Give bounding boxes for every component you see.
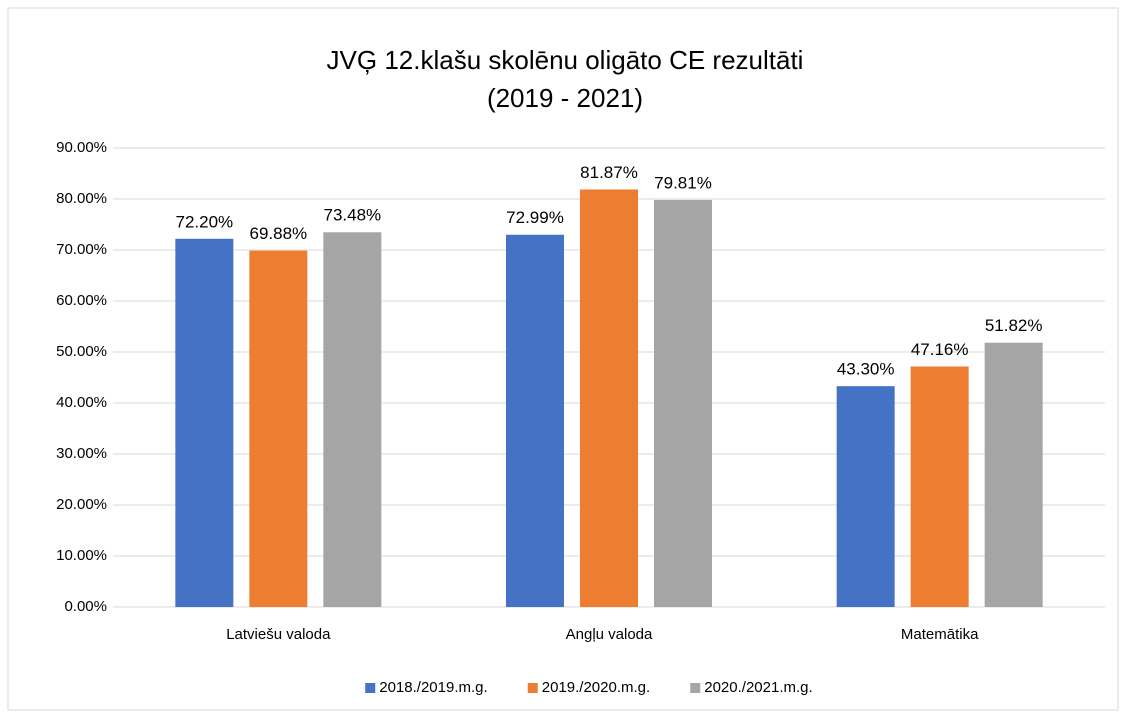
chart-title: JVĢ 12.klašu skolēnu oligāto CE rezultāt… (327, 45, 804, 75)
data-label: 81.87% (580, 163, 638, 182)
bar (506, 234, 564, 607)
bar (323, 232, 382, 607)
y-tick-label: 0.00% (64, 598, 107, 615)
legend-swatch (527, 683, 538, 693)
data-label: 43.30% (837, 360, 895, 379)
data-label: 72.20% (175, 212, 233, 231)
bar (580, 189, 638, 607)
bar (175, 238, 234, 607)
y-tick-label: 60.00% (56, 292, 107, 309)
bar (654, 199, 712, 607)
x-tick-label: Matemātika (901, 626, 979, 643)
data-label: 79.81% (654, 173, 712, 192)
y-tick-label: 20.00% (56, 496, 107, 513)
y-tick-label: 10.00% (56, 547, 107, 564)
data-label: 69.88% (249, 224, 307, 243)
legend-swatch (690, 683, 701, 693)
bar (910, 366, 969, 607)
legend-swatch (365, 683, 376, 693)
bar (836, 386, 895, 607)
y-tick-label: 50.00% (56, 343, 107, 360)
y-tick-label: 30.00% (56, 445, 107, 462)
bar (984, 342, 1043, 607)
x-tick-label: Angļu valoda (566, 626, 653, 643)
x-tick-label: Latviešu valoda (226, 626, 331, 643)
data-label: 47.16% (911, 340, 969, 359)
y-tick-label: 40.00% (56, 394, 107, 411)
data-label: 73.48% (323, 206, 381, 225)
data-label: 72.99% (506, 208, 564, 227)
y-tick-label: 70.00% (56, 241, 107, 258)
y-tick-label: 90.00% (56, 139, 107, 156)
chart-title: (2019 - 2021) (487, 83, 643, 113)
y-tick-label: 80.00% (56, 190, 107, 207)
data-label: 51.82% (985, 316, 1043, 335)
bar (249, 250, 308, 607)
legend-label: 2018./2019.m.g. (379, 679, 487, 696)
legend-label: 2020./2021.m.g. (704, 679, 812, 696)
legend-label: 2019./2020.m.g. (542, 679, 650, 696)
